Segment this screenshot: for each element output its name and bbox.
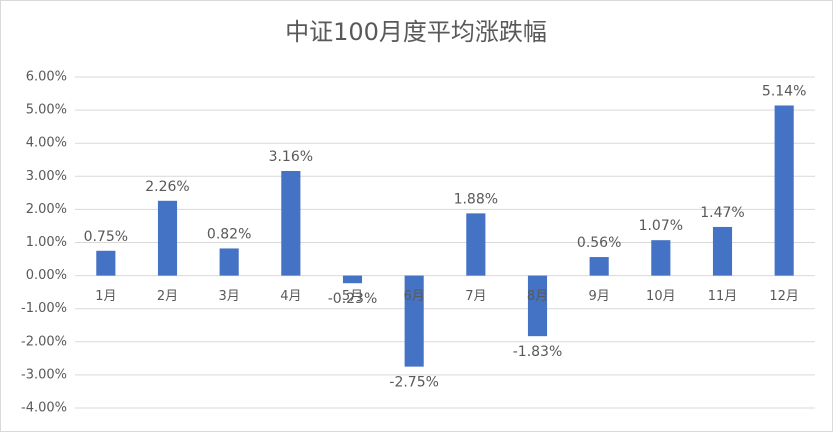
value-label: 0.75% (84, 229, 128, 245)
y-tick-label: 6.00% (26, 70, 67, 85)
bar (404, 275, 424, 367)
y-tick-label: 3.00% (26, 169, 67, 184)
x-tick-label: 3月 (219, 289, 240, 304)
bar (527, 275, 548, 337)
value-label: 1.47% (700, 205, 744, 221)
value-label: 3.16% (269, 149, 313, 165)
y-tick-label: 0.00% (26, 268, 67, 283)
value-label: 0.56% (577, 235, 621, 251)
y-tick-label: -2.00% (21, 334, 67, 349)
x-tick-label: 10月 (646, 289, 676, 304)
bar (281, 171, 301, 276)
value-label: -2.75% (389, 375, 439, 391)
value-label: 2.26% (145, 179, 189, 195)
y-tick-label: 2.00% (26, 202, 67, 217)
y-tick-label: 5.00% (26, 103, 67, 118)
y-tick-label: -3.00% (21, 367, 67, 382)
bar (466, 213, 486, 276)
value-label: -0.23% (328, 291, 378, 307)
value-label: 1.88% (454, 191, 498, 207)
bar (774, 105, 794, 276)
bar (712, 226, 733, 276)
value-label: 5.14% (762, 83, 806, 99)
value-label: -1.83% (513, 344, 563, 360)
x-tick-label: 2月 (157, 289, 178, 304)
x-tick-label: 12月 (769, 289, 799, 304)
x-tick-label: 5月 (342, 289, 363, 304)
x-tick-label: 4月 (280, 289, 301, 304)
x-tick-label: 8月 (527, 289, 548, 304)
y-tick-label: -1.00% (21, 301, 67, 316)
x-tick-label: 11月 (708, 289, 738, 304)
bar (219, 248, 239, 276)
bar (157, 200, 178, 276)
value-label: 0.82% (207, 226, 251, 242)
bar (651, 240, 671, 276)
chart-title: 中证100月度平均涨跌幅 (285, 18, 547, 46)
x-tick-label: 6月 (404, 289, 425, 304)
x-tick-label: 7月 (465, 289, 486, 304)
x-tick-label: 1月 (95, 289, 116, 304)
y-tick-label: 1.00% (26, 235, 67, 250)
y-tick-label: 4.00% (26, 136, 67, 151)
bar (96, 250, 116, 276)
bar (342, 275, 363, 284)
value-label: 1.07% (639, 218, 683, 234)
x-tick-label: 9月 (589, 289, 610, 304)
bar (589, 257, 609, 276)
y-tick-label: -4.00% (21, 401, 67, 416)
